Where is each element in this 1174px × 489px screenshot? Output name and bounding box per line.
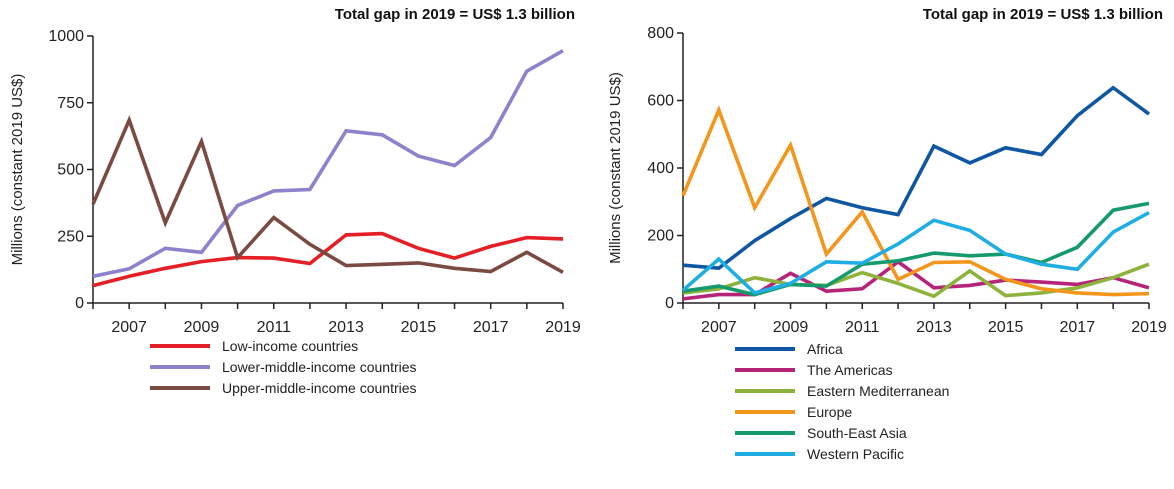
- x-tick-label: 2009: [184, 319, 220, 336]
- legend-item: Eastern Mediterranean: [735, 383, 949, 399]
- series-line-6: [681, 211, 1150, 295]
- legend-item: South-East Asia: [735, 425, 907, 441]
- y-axis-label: Millions (constant 2019 US$): [9, 74, 26, 266]
- legend-item: Western Pacific: [735, 446, 904, 462]
- legend-item: Africa: [735, 341, 843, 357]
- x-tick-label: 2017: [473, 319, 509, 336]
- legend-label: Western Pacific: [807, 446, 904, 462]
- y-tick-label: 750: [57, 95, 84, 112]
- x-tick-label: 2007: [701, 319, 737, 336]
- x-tick-label: 2013: [916, 319, 952, 336]
- chart-2: Total gap in 2019 = US$ 1.3 billion Milli…: [607, 6, 1167, 462]
- y-tick-label: 0: [665, 295, 674, 312]
- legend-item: Lower-middle-income countries: [150, 359, 417, 375]
- y-tick-label: 500: [57, 162, 84, 179]
- y-tick-label: 600: [647, 93, 674, 110]
- legend-label: South-East Asia: [807, 425, 907, 441]
- legend-label: Africa: [807, 341, 843, 357]
- legend-item: Europe: [735, 404, 852, 420]
- x-tick-label: 2011: [257, 319, 292, 336]
- y-tick-label: 250: [57, 228, 84, 245]
- legend-label: Upper-middle-income countries: [222, 380, 417, 396]
- y-tick-label: 800: [647, 25, 674, 42]
- legend-label: Low-income countries: [222, 338, 358, 354]
- series-line-3: [682, 262, 1150, 299]
- legend-item: Low-income countries: [150, 338, 358, 354]
- series-line-4: [681, 105, 1150, 297]
- chart-1: Total gap in 2019 = US$ 1.3 billion Milli…: [9, 6, 581, 396]
- x-tick-label: 2019: [1131, 319, 1167, 336]
- legend-label: Lower-middle-income countries: [222, 359, 417, 375]
- legend-item: Upper-middle-income countries: [150, 380, 417, 396]
- y-axis-label: Millions (constant 2019 US$): [607, 72, 624, 264]
- chart-title: Total gap in 2019 = US$ 1.3 billion: [923, 6, 1163, 23]
- y-tick-label: 1000: [48, 28, 84, 45]
- y-tick-label: 0: [75, 295, 84, 312]
- x-tick-label: 2013: [328, 319, 364, 336]
- series-line-2: [92, 49, 564, 279]
- chart-title: Total gap in 2019 = US$ 1.3 billion: [335, 6, 575, 23]
- y-tick-label: 200: [647, 228, 674, 245]
- legend-label: Eastern Mediterranean: [807, 383, 949, 399]
- x-tick-label: 2015: [988, 319, 1024, 336]
- legend-item: The Americas: [735, 362, 893, 378]
- x-tick-label: 2009: [773, 319, 809, 336]
- y-tick-label: 400: [647, 160, 674, 177]
- x-tick-label: 2011: [845, 319, 880, 336]
- legend-label: Europe: [807, 404, 852, 420]
- series-line-1: [92, 231, 564, 288]
- x-tick-label: 2017: [1060, 319, 1096, 336]
- x-tick-label: 2007: [111, 319, 147, 336]
- series-line-3: [91, 115, 564, 274]
- legend-label: The Americas: [807, 362, 893, 378]
- series-line-5: [682, 201, 1150, 297]
- x-tick-label: 2015: [401, 319, 437, 336]
- x-tick-label: 2019: [545, 319, 581, 336]
- series-line-1: [682, 85, 1151, 271]
